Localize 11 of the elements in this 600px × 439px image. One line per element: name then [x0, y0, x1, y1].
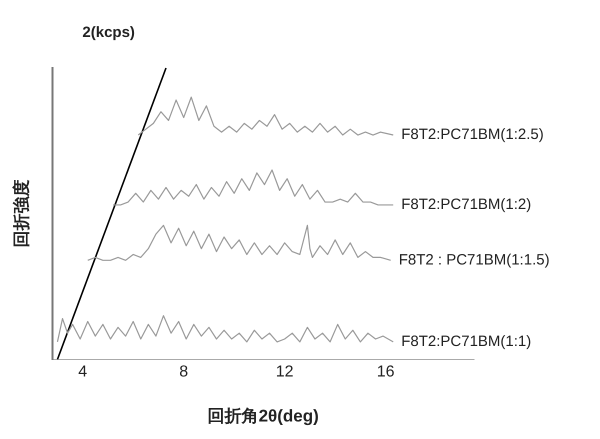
x-axis-title: 回折角2θ(deg): [208, 406, 319, 426]
series-label: F8T2:PC71BM(1:2.5): [401, 126, 544, 144]
series-label: F8T2:PC71BM(1:2): [401, 196, 532, 214]
text: 2(kcps): [82, 24, 135, 42]
x-tick-label: 16: [376, 363, 395, 380]
x-tick-label: 12: [276, 363, 294, 380]
series-label: F8T2 : PC71BM(1:1.5): [398, 251, 550, 268]
series-label: F8T2:PC71BM(1:1): [401, 333, 532, 350]
x-tick-label: 8: [179, 363, 188, 380]
y-axis-title: 回折強度: [12, 180, 31, 248]
x-tick-label: 4: [78, 363, 88, 380]
